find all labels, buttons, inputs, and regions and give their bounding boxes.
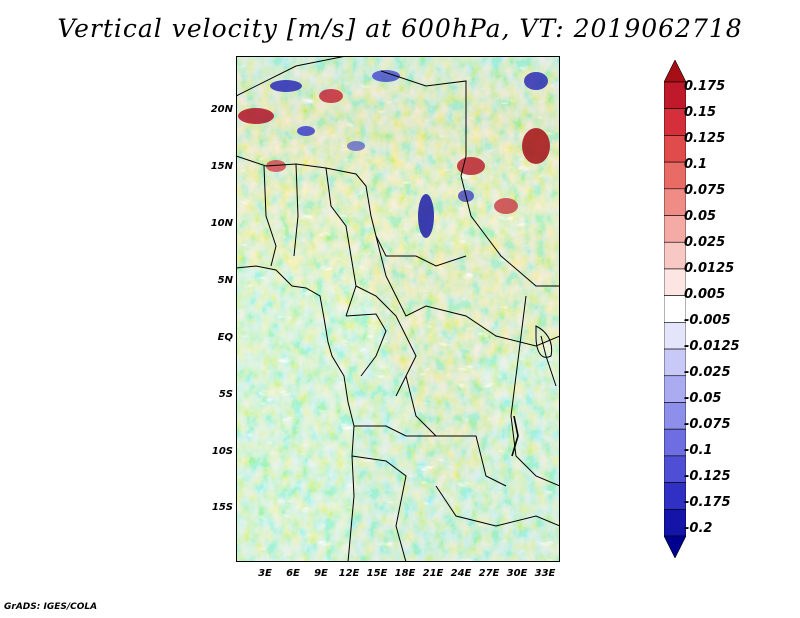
colorbar-label: 0.075	[684, 183, 726, 198]
north-border-a	[236, 56, 347, 97]
lon-label-21e: 21E	[422, 568, 444, 579]
lake-tanganyika	[511, 415, 519, 457]
lon-label-30e: 30E	[506, 568, 528, 579]
colorbar	[664, 60, 686, 558]
map-frame	[236, 56, 560, 562]
colorbar-label: -0.2	[684, 521, 713, 536]
velocity-map	[236, 56, 560, 562]
lat-label-5n: 5N	[217, 275, 233, 286]
lat-label-20n: 20N	[210, 104, 233, 115]
colorbar-segment	[664, 60, 686, 83]
lon-label-12e: 12E	[338, 568, 360, 579]
lat-label-eq: EQ	[217, 332, 233, 343]
plot-title: Vertical velocity [m/s] at 600hPa, VT: 2…	[57, 14, 743, 43]
colorbar-segment	[664, 402, 686, 430]
lat-label-15n: 15N	[210, 161, 233, 172]
sudan-chad-border	[380, 70, 560, 287]
colorbar-segment	[664, 215, 686, 243]
lon-label-27e: 27E	[478, 568, 500, 579]
border-gabon	[345, 313, 387, 377]
colorbar-label: -0.025	[684, 365, 731, 380]
colorbar-label: 0.15	[684, 105, 717, 120]
colorbar-segment	[664, 268, 686, 296]
colorbar-segment	[664, 241, 686, 270]
border-kenya	[540, 335, 557, 387]
border-angola-north	[354, 425, 436, 437]
colorbar-segment	[664, 428, 686, 457]
border-car	[375, 235, 560, 347]
border-angola-east	[351, 455, 407, 562]
border-west-1	[263, 165, 277, 267]
colorbar-segment	[664, 108, 686, 136]
lon-label-15e: 15E	[366, 568, 388, 579]
border-cameroon	[355, 285, 417, 397]
colorbar-label: -0.0125	[684, 339, 740, 354]
grads-credit: GrADS: IGES/COLA	[4, 602, 98, 612]
lon-label-24e: 24E	[450, 568, 472, 579]
coastlines	[236, 56, 560, 562]
border-nigeria	[325, 167, 357, 317]
colorbar-label: -0.175	[684, 495, 731, 510]
colorbar-label: -0.075	[684, 417, 731, 432]
colorbar-segment	[664, 188, 686, 216]
sahel-border	[236, 155, 467, 267]
lat-label-15s: 15S	[211, 502, 233, 513]
lat-label-10n: 10N	[210, 218, 233, 229]
colorbar-segment	[664, 508, 686, 537]
strong-features	[238, 70, 550, 238]
border-east-lakes	[510, 295, 560, 487]
colorbar-segments	[664, 60, 686, 558]
border-west-2	[293, 163, 299, 257]
colorbar-label: 0.025	[684, 235, 726, 250]
colorbar-label: 0.0125	[684, 261, 735, 276]
colorbar-label: -0.1	[684, 443, 713, 458]
colorbar-segment	[664, 455, 686, 483]
colorbar-segment	[664, 322, 686, 350]
colorbar-segment	[664, 161, 686, 190]
colorbar-label: 0.125	[684, 131, 726, 146]
lake-victoria	[535, 325, 553, 358]
colorbar-label: 0.005	[684, 287, 726, 302]
colorbar-label: -0.005	[684, 313, 731, 328]
border-drc-south	[405, 375, 507, 487]
lat-label-5s: 5S	[218, 389, 233, 400]
colorbar-segment	[664, 375, 686, 403]
lon-label-6e: 6E	[286, 568, 300, 579]
colorbar-segment	[664, 482, 686, 510]
lon-label-3e: 3E	[258, 568, 272, 579]
noise-white	[236, 56, 560, 562]
colorbar-segment	[664, 135, 686, 163]
colorbar-label: -0.05	[684, 391, 722, 406]
lat-label-10s: 10S	[211, 446, 233, 457]
colorbar-label: -0.125	[684, 469, 731, 484]
border-zambia	[435, 485, 560, 527]
colorbar-segment	[664, 348, 686, 377]
lon-label-18e: 18E	[394, 568, 416, 579]
velocity-field	[236, 56, 560, 562]
lon-label-9e: 9E	[314, 568, 328, 579]
lon-label-33e: 33E	[534, 568, 556, 579]
colorbar-segment	[664, 81, 686, 110]
west-coastline	[236, 265, 355, 562]
colorbar-segment	[664, 535, 686, 558]
colorbar-label: 0.175	[684, 79, 726, 94]
colorbar-label: 0.05	[684, 209, 717, 224]
colorbar-segment	[664, 295, 686, 323]
colorbar-label: 0.1	[684, 157, 708, 172]
